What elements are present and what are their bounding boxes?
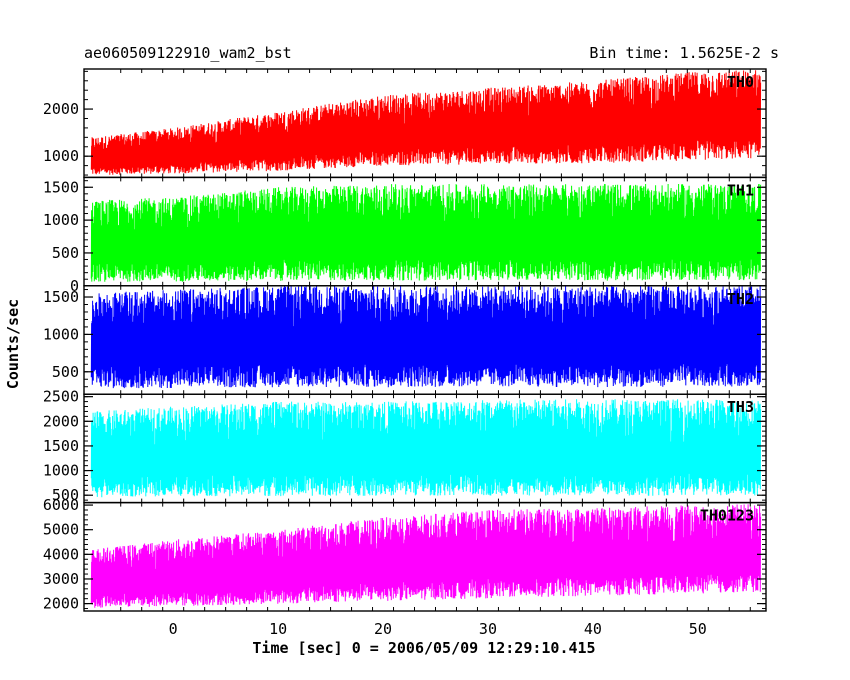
- panel-label: TH0123: [700, 507, 754, 525]
- x-axis-label: Time [sec] 0 = 2006/05/09 12:29:10.415: [252, 639, 595, 657]
- y-tick-label: 2000: [43, 412, 79, 430]
- x-tick-label: 30: [479, 620, 497, 638]
- y-tick-label: 2000: [43, 595, 79, 613]
- series-trace-th0: [90, 70, 762, 175]
- series-trace-th0123: [90, 504, 762, 608]
- y-tick-label: 1000: [43, 462, 79, 480]
- y-tick-label: 500: [52, 244, 79, 262]
- panel-th3: 500 1000 1500 2000 2500 TH3: [43, 388, 767, 504]
- y-tick-label: 1000: [43, 211, 79, 229]
- y-tick-label: 6000: [43, 496, 79, 514]
- y-tick-label: 0: [70, 277, 79, 295]
- x-axis: 0 10 20 30 40 50: [169, 620, 707, 638]
- panel-label: TH2: [727, 290, 754, 308]
- x-tick-label: 0: [169, 620, 178, 638]
- y-tick-label: 4000: [43, 545, 79, 563]
- series-trace-th3: [90, 399, 762, 498]
- y-tick-label: 500: [52, 486, 79, 504]
- y-tick-label: 1500: [43, 437, 79, 455]
- x-tick-label: 50: [689, 620, 707, 638]
- y-tick-label: 3000: [43, 570, 79, 588]
- y-tick-label: 500: [52, 363, 79, 381]
- panel-label: TH0: [727, 73, 754, 91]
- y-tick-label: 1000: [43, 325, 79, 343]
- y-tick-label: 1000: [43, 147, 79, 165]
- panel-th0: 1000 2000 TH0: [43, 68, 767, 179]
- panel-label: TH1: [727, 181, 754, 199]
- panels-group: 1000 2000 TH0 0 500 1000 1500 TH1 500 1000 1500 TH2…: [43, 68, 767, 613]
- y-tick-label: 1500: [43, 288, 79, 306]
- panel-label: TH3: [727, 398, 754, 416]
- panel-th0123: 2000 3000 4000 5000 6000 TH0123: [43, 496, 767, 613]
- y-tick-label: 2500: [43, 388, 79, 406]
- x-tick-label: 20: [374, 620, 392, 638]
- panel-frame: [83, 501, 767, 612]
- x-tick-label: 10: [269, 620, 287, 638]
- y-tick-label: 1500: [43, 178, 79, 196]
- panel-th2: 500 1000 1500 TH2: [43, 285, 767, 395]
- series-trace-th1: [90, 183, 762, 282]
- x-tick-label: 40: [584, 620, 602, 638]
- y-axis-label: Counts/sec: [4, 299, 22, 389]
- y-tick-label: 2000: [43, 100, 79, 118]
- header-left-title: ae060509122910_wam2_bst: [84, 44, 292, 62]
- header-right-title: Bin time: 1.5625E-2 s: [589, 44, 779, 62]
- series-trace-th2: [90, 285, 762, 389]
- panel-th1: 0 500 1000 1500 TH1: [43, 176, 767, 295]
- y-tick-label: 5000: [43, 521, 79, 539]
